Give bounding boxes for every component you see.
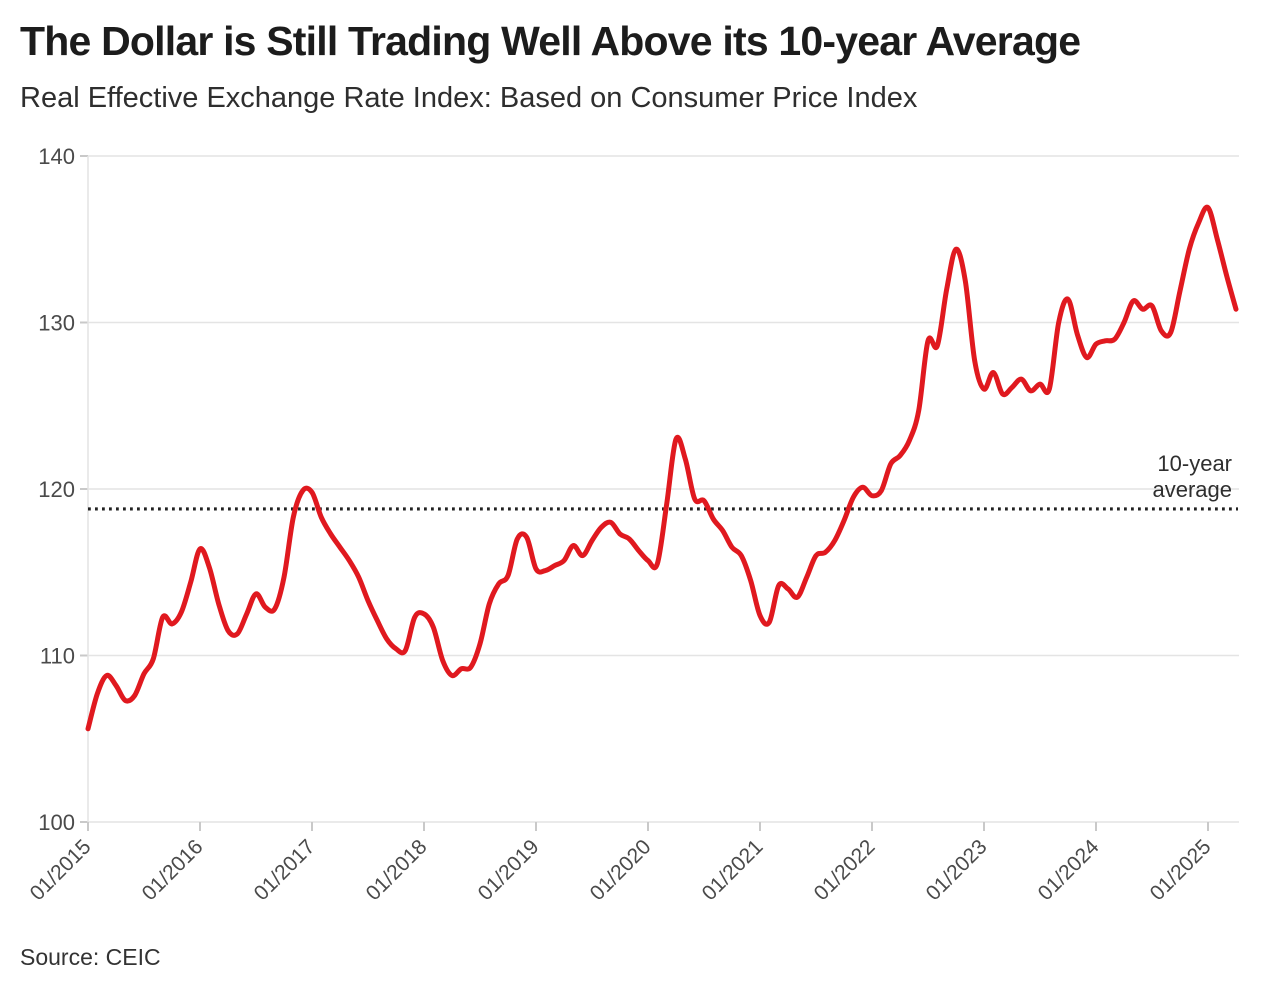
x-tick-label: 01/2025 — [1146, 835, 1216, 905]
chart-subtitle: Real Effective Exchange Rate Index: Base… — [20, 82, 918, 114]
chart-title: The Dollar is Still Trading Well Above i… — [20, 18, 1081, 64]
x-tick-label: 01/2021 — [698, 835, 768, 905]
average-line-label: 10-year average — [1152, 451, 1232, 503]
y-tick-label: 140 — [38, 144, 75, 169]
x-tick-label: 01/2024 — [1034, 835, 1104, 905]
x-tick-label: 01/2022 — [810, 835, 880, 905]
reer-series-line — [85, 204, 1239, 732]
y-tick-label: 120 — [38, 477, 75, 502]
y-tick-label: 130 — [38, 311, 75, 336]
x-tick-label: 01/2017 — [250, 835, 320, 905]
x-tick-label: 01/2019 — [474, 835, 544, 905]
x-tick-label: 01/2020 — [586, 835, 656, 905]
x-tick-label: 01/2015 — [26, 835, 96, 905]
x-tick-label: 01/2023 — [922, 835, 992, 905]
x-tick-label: 01/2016 — [138, 835, 208, 905]
x-tick-label: 01/2018 — [362, 835, 432, 905]
source-note: Source: CEIC — [20, 944, 161, 970]
y-tick-label: 110 — [40, 644, 75, 669]
y-tick-label: 100 — [38, 810, 75, 835]
